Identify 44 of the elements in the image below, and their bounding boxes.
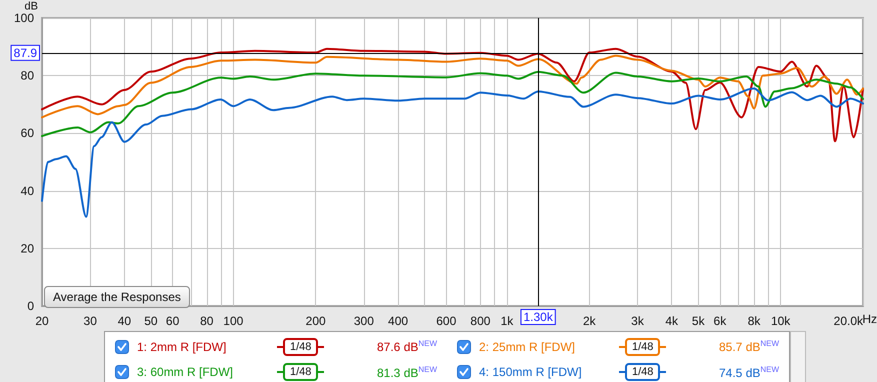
text: 85.7 dB$^{NEW}$: [719, 339, 780, 354]
x-tick-label: 4k: [665, 314, 680, 328]
x-tick-label: 20: [35, 314, 49, 328]
y-tick-label: 40: [20, 184, 34, 198]
y-tick-label: 100: [14, 11, 34, 25]
x-tick-label: 2k: [582, 314, 597, 328]
x-tick-label: 60: [166, 314, 180, 328]
text: 1/48: [283, 338, 318, 356]
text: 74.5 dB$^{NEW}$: [719, 364, 780, 380]
x-tick-label: 20.0k: [834, 314, 864, 328]
x-tick-label: 40: [118, 314, 132, 328]
y-tick-label: 60: [20, 126, 34, 140]
text: 81.3 dB$^{NEW}$: [377, 364, 438, 380]
text: 1/48: [625, 338, 660, 356]
text: 2: 25mm R [FDW]: [479, 340, 576, 354]
text: 1: 2mm R [FDW]: [137, 340, 228, 354]
x-tick-label: 100: [223, 314, 244, 328]
ref-line-label: 87.9: [14, 46, 38, 60]
y-tick-label: 20: [20, 241, 34, 256]
y-tick-label: 0: [27, 299, 34, 313]
x-tick-label: 600: [436, 314, 457, 328]
x-tick-label: 800: [470, 314, 491, 328]
ref-line-label: 1.30k: [523, 310, 554, 324]
x-tick-label: 200: [306, 314, 326, 328]
x-tick-label: 3k: [631, 314, 645, 328]
text: 4: 150mm R [FDW]: [479, 365, 583, 380]
y-axis-title: dB: [24, 0, 38, 13]
y-tick-label: 80: [20, 68, 34, 83]
text: 87.6 dB$^{NEW}$: [377, 339, 438, 354]
text: 3: 60mm R [FDW]: [137, 365, 234, 380]
x-tick-label: 10k: [770, 314, 792, 328]
x-tick-label: 300: [354, 314, 374, 328]
x-tick-label: 5k: [692, 314, 706, 328]
x-tick-label: 1k: [500, 314, 514, 328]
x-tick-label: 80: [200, 314, 214, 328]
text: 1/48: [283, 363, 318, 382]
x-axis-title: Hz: [862, 312, 877, 326]
x-tick-label: 400: [388, 314, 408, 328]
text: 1/48: [625, 363, 660, 382]
x-tick-label: 8k: [748, 314, 762, 328]
x-tick-label: 50: [144, 314, 158, 328]
x-tick-label: 30: [84, 314, 98, 328]
x-tick-label: 6k: [714, 314, 728, 328]
button: Average the Responses: [44, 286, 190, 308]
